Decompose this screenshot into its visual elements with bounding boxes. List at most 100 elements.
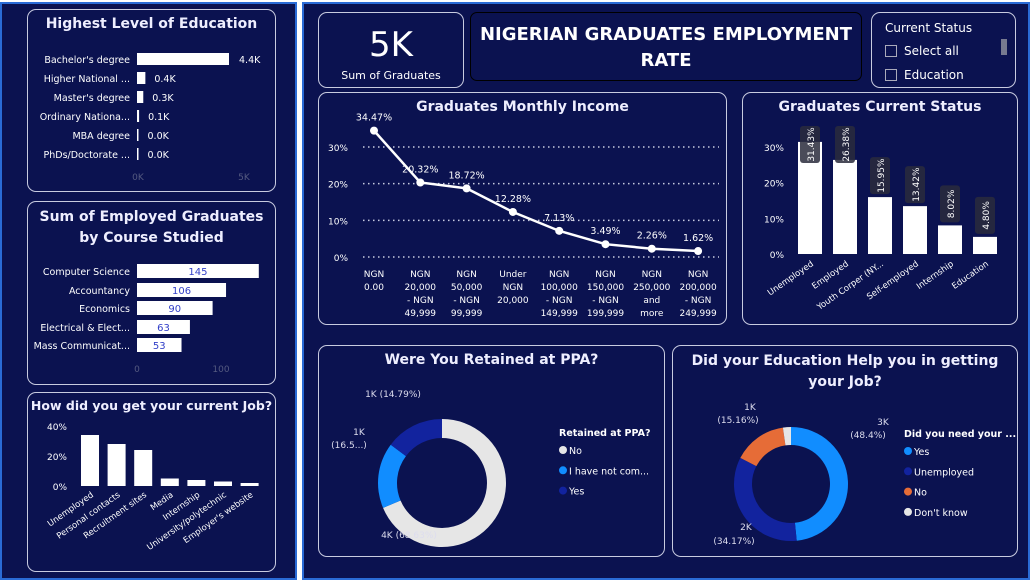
slice-label: 1K bbox=[353, 428, 366, 438]
category-label: Computer Science bbox=[43, 267, 130, 278]
data-label-box bbox=[905, 166, 925, 204]
chart-title: Graduates Monthly Income bbox=[416, 99, 629, 115]
category-label: PhDs/Doctorate ... bbox=[44, 150, 130, 161]
legend-marker bbox=[904, 447, 912, 455]
data-point bbox=[601, 240, 610, 249]
category-label: Master's degree bbox=[54, 93, 130, 104]
data-label: 145 bbox=[188, 267, 207, 278]
legend-item: Yes bbox=[568, 487, 584, 498]
category-label: NGN bbox=[549, 270, 569, 280]
bar bbox=[973, 236, 997, 254]
data-label-box bbox=[835, 126, 855, 163]
bar bbox=[137, 264, 259, 278]
category-label: NGN bbox=[503, 283, 523, 293]
legend-marker bbox=[904, 467, 912, 476]
status-chart: 0%10%20%30%Unemployed31.43%Employed26.38… bbox=[764, 126, 997, 313]
bar bbox=[240, 483, 259, 486]
category-label: 199,999 bbox=[587, 309, 624, 319]
data-point bbox=[508, 207, 517, 216]
donut-slice bbox=[740, 427, 786, 467]
bar bbox=[187, 480, 206, 486]
donut-slice bbox=[390, 419, 442, 457]
category-label: NGN bbox=[456, 270, 476, 280]
bar bbox=[137, 301, 213, 315]
category-label: 99,999 bbox=[451, 309, 483, 319]
legend-marker bbox=[904, 487, 912, 496]
slice-label: 2K bbox=[740, 523, 753, 533]
data-label: 0.4K bbox=[154, 74, 176, 85]
kpi-label: Sum of Graduates bbox=[341, 69, 441, 82]
data-label: 31.43% bbox=[807, 127, 817, 162]
category-label: Mass Communicat... bbox=[34, 341, 130, 352]
category-label: and bbox=[643, 296, 660, 306]
slicer-item-label: Select all bbox=[904, 44, 959, 58]
category-label: 250,000 bbox=[633, 283, 670, 293]
course-chart: Computer Science 145 Accountancy 106 Economi… bbox=[34, 264, 259, 375]
data-label: 0.3K bbox=[152, 93, 174, 104]
bar bbox=[160, 478, 179, 486]
slicer-item-education[interactable]: Education bbox=[885, 68, 964, 82]
bar bbox=[137, 338, 182, 352]
chart-title: Were You Retained at PPA? bbox=[384, 352, 599, 368]
slice-label: (48.4%) bbox=[850, 431, 886, 441]
category-label: 20,000 bbox=[497, 296, 529, 306]
category-label: 149,999 bbox=[541, 309, 578, 319]
edu-help-card: Did your Education Help you in getting y… bbox=[672, 345, 1018, 557]
donut-slice bbox=[378, 444, 406, 508]
category-label: - NGN bbox=[592, 296, 619, 306]
bar bbox=[137, 53, 229, 65]
slice-label: 1K (14.79%) bbox=[365, 390, 421, 400]
slice-label: 4K (68.63%) bbox=[381, 531, 437, 541]
data-point bbox=[416, 178, 425, 187]
education-chart: Bachelor's degree 4.4K Higher National ...… bbox=[40, 53, 261, 183]
slicer-scrollbar[interactable] bbox=[1001, 39, 1007, 55]
data-label: 53 bbox=[153, 341, 166, 352]
bar bbox=[868, 197, 892, 254]
data-label: 13.42% bbox=[912, 167, 922, 202]
slicer-item-label: Education bbox=[904, 68, 964, 82]
slicer-item-select-all[interactable]: Select all bbox=[885, 44, 959, 58]
current-status-slicer: Current Status Select all Education bbox=[871, 12, 1016, 88]
checkbox[interactable] bbox=[885, 45, 897, 57]
bar bbox=[137, 72, 146, 84]
checkbox[interactable] bbox=[885, 69, 897, 81]
kpi-card: 5K Sum of Graduates bbox=[318, 12, 464, 88]
education-card: Highest Level of Education Bachelor's de… bbox=[27, 9, 276, 192]
data-label: 34.47% bbox=[356, 113, 392, 124]
category-label: 150,000 bbox=[587, 283, 624, 293]
slicer-title: Current Status bbox=[885, 21, 973, 35]
bar bbox=[903, 206, 927, 254]
data-point bbox=[647, 244, 656, 253]
category-label: 49,999 bbox=[405, 309, 437, 319]
category-label: 249,999 bbox=[679, 309, 716, 319]
donut-slice bbox=[791, 427, 848, 541]
category-label: Electrical & Elect... bbox=[40, 323, 130, 334]
income-card: Graduates Monthly Income 0% 10% 20% 30% 34.4… bbox=[318, 92, 727, 325]
y-tick-label: 10% bbox=[328, 217, 348, 227]
bar bbox=[137, 110, 140, 122]
category-label: Ordinary Nationa... bbox=[40, 112, 130, 123]
category-label: NGN bbox=[364, 270, 384, 280]
y-tick-label: 20% bbox=[47, 453, 67, 463]
legend-marker bbox=[559, 466, 567, 475]
legend-item: I have not com... bbox=[569, 466, 649, 477]
legend-item: No bbox=[914, 488, 927, 499]
category-label: - NGN bbox=[453, 296, 480, 306]
ppa-card: Were You Retained at PPA? 4K (68.63%) 1K (… bbox=[318, 345, 665, 557]
category-label: Bachelor's degree bbox=[44, 55, 130, 66]
category-label: 100,000 bbox=[541, 283, 578, 293]
legend-item: No bbox=[569, 446, 582, 457]
data-label-box bbox=[975, 196, 995, 234]
category-label: Internship bbox=[915, 259, 956, 292]
tick-label: 5K bbox=[238, 173, 251, 183]
category-label: NGN bbox=[642, 270, 662, 280]
data-label: 12.28% bbox=[495, 194, 531, 205]
bar bbox=[107, 444, 126, 486]
category-label: - NGN bbox=[407, 296, 434, 306]
data-label: 0.0K bbox=[148, 131, 170, 142]
data-point bbox=[694, 247, 703, 256]
bar bbox=[137, 91, 144, 103]
tick-label: 0K bbox=[132, 173, 145, 183]
data-label: 90 bbox=[168, 304, 181, 315]
